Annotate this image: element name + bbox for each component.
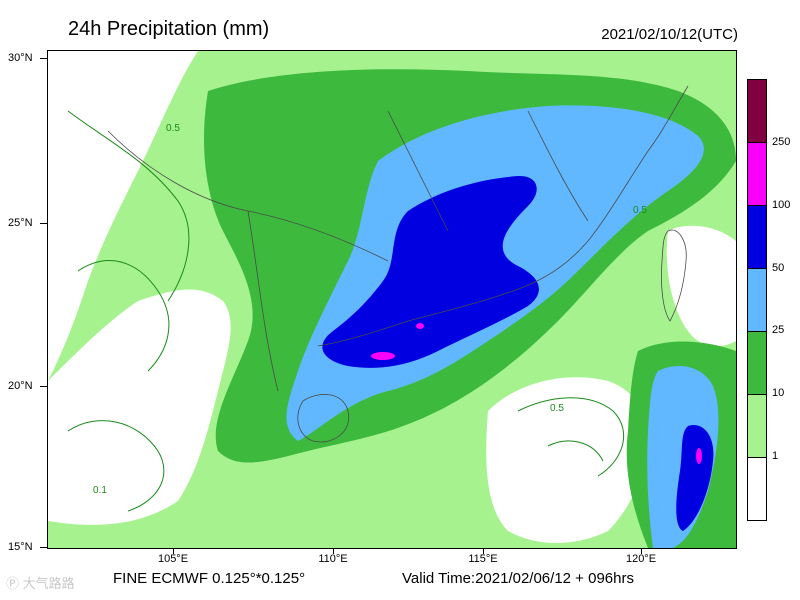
valid-time: Valid Time:2021/02/06/12 + 096hrs bbox=[402, 570, 634, 587]
chart-title: 24h Precipitation (mm) bbox=[68, 18, 270, 40]
contour-label-0-1: 0.1 bbox=[93, 485, 107, 496]
lat-tick-30 bbox=[40, 58, 47, 59]
model-resolution: FINE ECMWF 0.125°*0.125° bbox=[113, 570, 306, 587]
precip-area-50mm bbox=[322, 175, 539, 368]
colorbar-label-50: 50 bbox=[772, 262, 785, 274]
precip-area-100mm-b bbox=[416, 323, 424, 329]
lat-label-30: 30°N bbox=[8, 52, 33, 64]
colorbar bbox=[747, 79, 767, 521]
boundary-lines bbox=[107, 85, 689, 443]
province-boundary-c bbox=[387, 110, 449, 232]
precipitation-map: 0.5 0.5 0.5 0.1 bbox=[47, 50, 737, 549]
dry-area-southeast bbox=[486, 377, 649, 544]
province-boundary-b bbox=[247, 210, 279, 392]
hainan-coast bbox=[297, 394, 350, 443]
lon-label-120: 120°E bbox=[625, 553, 657, 565]
contour-line-c bbox=[517, 397, 625, 477]
coastline-south-china bbox=[317, 85, 689, 347]
contour-line-a bbox=[67, 110, 190, 302]
contour-line-b bbox=[77, 260, 170, 372]
colorbar-segment-250-plus bbox=[748, 80, 766, 142]
colorbar-label-250: 250 bbox=[772, 136, 791, 148]
precip-area-100mm-a bbox=[371, 352, 395, 360]
dry-area-northwest bbox=[48, 51, 198, 381]
watermark: Ⓟ 大气路路 bbox=[6, 576, 75, 591]
lat-label-20: 20°N bbox=[8, 380, 33, 392]
lon-tick-105 bbox=[173, 548, 174, 554]
contour-label-0-5: 0.5 bbox=[633, 205, 647, 216]
lon-label-105: 105°E bbox=[157, 553, 189, 565]
lat-tick-25 bbox=[40, 223, 47, 224]
colorbar-segment-50-100 bbox=[748, 205, 766, 268]
colorbar-label-1: 1 bbox=[772, 450, 779, 462]
province-boundary-d bbox=[527, 110, 589, 222]
contour-line-e bbox=[547, 440, 604, 462]
lat-label-15: 15°N bbox=[8, 541, 33, 553]
contour-line-d bbox=[67, 420, 165, 512]
lon-tick-110 bbox=[333, 548, 334, 554]
colorbar-label-25: 25 bbox=[772, 324, 785, 336]
colorbar-segment-100-250 bbox=[748, 142, 766, 205]
contour-label-0-5-c: 0.5 bbox=[550, 403, 564, 414]
lon-tick-115 bbox=[483, 548, 484, 554]
forecast-datetime: 2021/02/10/12(UTC) bbox=[601, 26, 738, 43]
precip-area-100mm-c bbox=[696, 448, 702, 464]
colorbar-label-10: 10 bbox=[772, 387, 785, 399]
dry-area-east-sea bbox=[666, 225, 736, 347]
taiwan-coast bbox=[661, 229, 687, 322]
colorbar-segment-25-50 bbox=[748, 268, 766, 331]
colorbar-segment-1-10 bbox=[748, 394, 766, 457]
contour-label-0-5-b: 0.5 bbox=[166, 123, 180, 134]
lat-tick-20 bbox=[40, 386, 47, 387]
contour-lines bbox=[67, 110, 625, 512]
lon-label-110: 110°E bbox=[318, 553, 348, 565]
dry-area-west-inland bbox=[48, 289, 231, 525]
colorbar-label-100: 100 bbox=[772, 199, 791, 211]
precip-area-50mm-south bbox=[676, 425, 714, 531]
lon-label-115: 115°E bbox=[468, 553, 498, 565]
lat-label-25: 25°N bbox=[8, 217, 33, 229]
lon-tick-120 bbox=[641, 548, 642, 554]
colorbar-segment-10-25 bbox=[748, 331, 766, 394]
colorbar-segment-0-1 bbox=[748, 457, 766, 520]
lat-tick-15 bbox=[40, 547, 47, 548]
